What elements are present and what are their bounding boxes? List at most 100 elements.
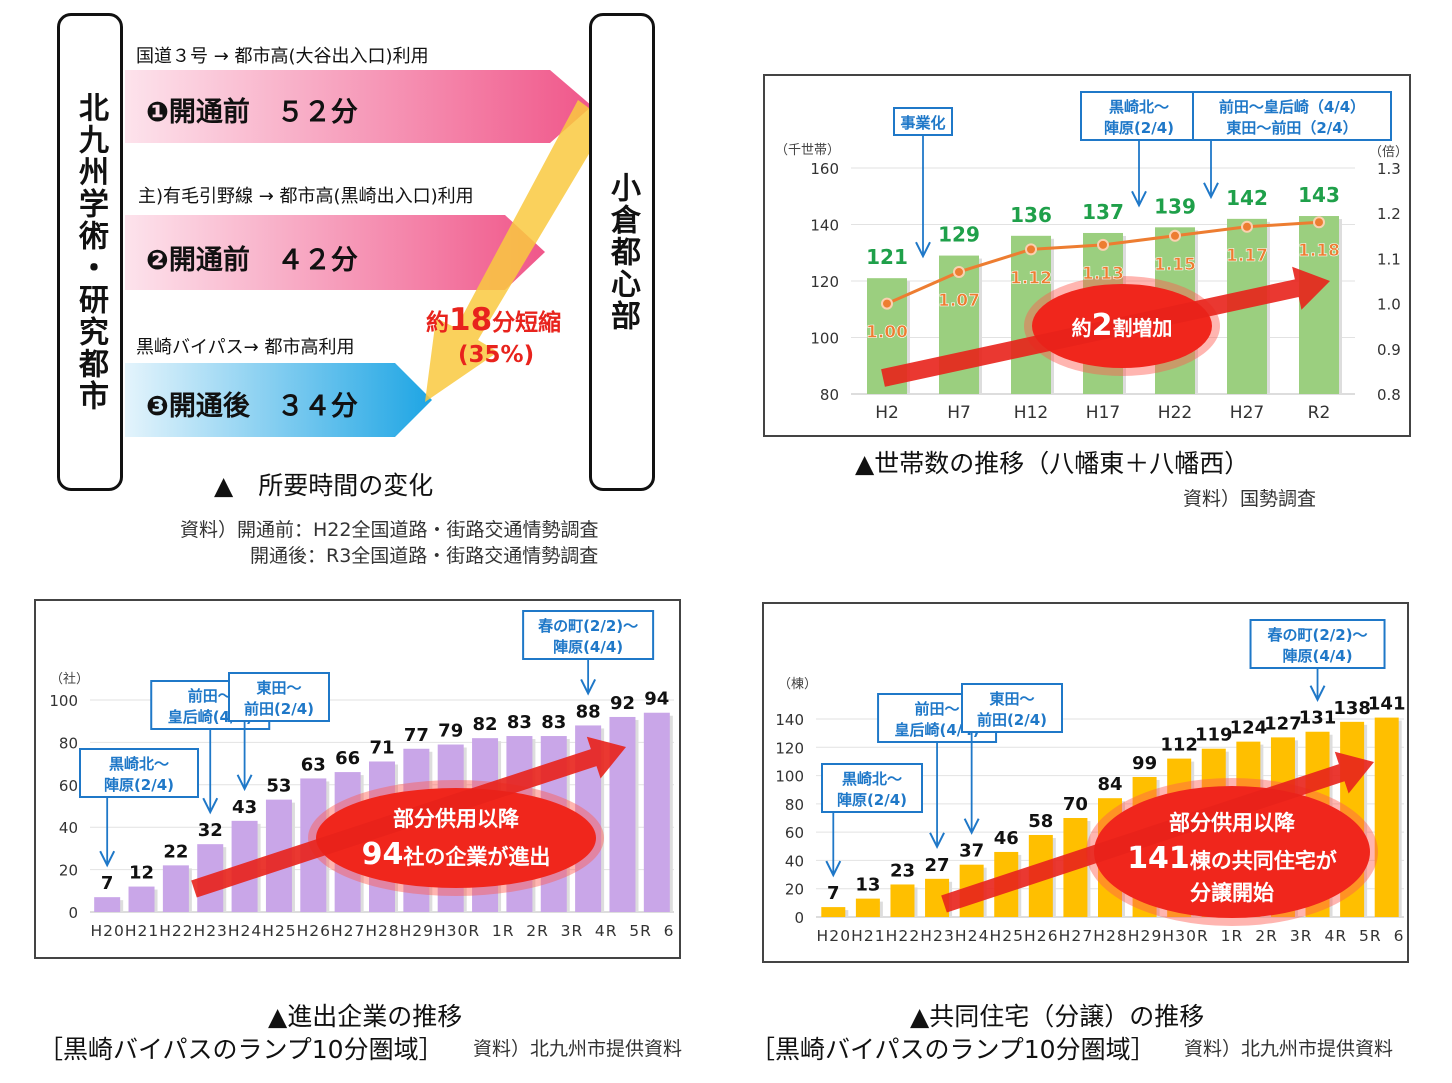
value-label: 32 xyxy=(198,820,223,841)
value-label: 136 xyxy=(1010,203,1052,227)
annotation-text: 春の町(2/2)～ xyxy=(538,617,638,635)
x-tick-label: H29 xyxy=(400,922,433,940)
x-tick-label: H27 xyxy=(331,922,364,940)
highlight-blob xyxy=(316,788,596,888)
annotation-text: 黒崎北～ xyxy=(842,770,902,788)
companies-chart-frame: 0 20 40 60 80 100 （社） H20 7 H21 12 H22 22 H23 32 H24 43 H… xyxy=(34,599,681,959)
route-3-arrow xyxy=(125,363,432,437)
x-tick-label: H17 xyxy=(1086,403,1120,423)
annotation-text: 前田(2/4) xyxy=(244,700,314,718)
highlight-part: 141 xyxy=(1127,841,1190,876)
x-tick-label: R6 xyxy=(640,922,673,940)
bar-H21 xyxy=(128,886,155,912)
y-axis-label: （社） xyxy=(50,671,89,687)
value-label: 88 xyxy=(576,701,601,722)
y-tick-label: 120 xyxy=(775,739,804,757)
route-2-arrow xyxy=(125,215,545,290)
annotation-arrowhead xyxy=(915,241,931,259)
x-tick-label: H28 xyxy=(365,922,398,940)
annotation-text: 陣原(2/4) xyxy=(104,776,174,794)
value-label: 127 xyxy=(1264,713,1302,734)
annotation-text: 前田(2/4) xyxy=(977,711,1047,729)
value-label: 121 xyxy=(866,245,908,269)
annotation-box xyxy=(893,107,953,136)
route-3-description: 黒崎バイパス→ 都市高利用 xyxy=(136,337,355,358)
annotation-arrowhead xyxy=(99,850,116,868)
value-label: 83 xyxy=(541,712,566,733)
x-tick-label: R6 xyxy=(1370,927,1404,945)
value-label: 7 xyxy=(827,883,840,904)
annotation-text: 前田～皇后崎（4/4） xyxy=(1219,98,1365,116)
annotation-text: 春の町(2/2)～ xyxy=(1267,626,1367,644)
value-label: 71 xyxy=(369,737,394,758)
annotation-text: 東田～前田（2/4） xyxy=(1226,119,1357,137)
ratio-point xyxy=(1241,220,1253,233)
annotation-arrowhead xyxy=(929,832,945,850)
x-tick-label: H24 xyxy=(955,927,989,945)
value-label: 94 xyxy=(644,689,669,710)
route-arrows xyxy=(125,70,608,437)
x-tick-label: H20 xyxy=(91,922,124,940)
value-label: 92 xyxy=(610,693,635,714)
households-chart-frame: 80 100 120 140 160 （千世帯） 0.8 0.9 1.0 1.1 1.2 1.3 （倍）… xyxy=(763,74,1411,437)
x-tick-label: H24 xyxy=(228,922,261,940)
y2-tick-label: 1.0 xyxy=(1377,296,1401,314)
companies-source: 資料）北九州市提供資料 xyxy=(473,1038,683,1060)
annotation-text: 陣原(2/4) xyxy=(837,791,907,809)
y-tick-label: 60 xyxy=(785,824,804,842)
y2-axis-label: （倍） xyxy=(1369,145,1408,160)
value-label: 141 xyxy=(1368,694,1406,715)
x-tick-label: H22 xyxy=(159,922,192,940)
highlight-line-1: 部分供用以降 xyxy=(393,807,520,831)
travel-time-source-1: 資料）開通前：H22全国道路・街路交通情勢調査 xyxy=(180,519,599,541)
value-label: 22 xyxy=(163,841,188,862)
highlight-text: 約2割増加 xyxy=(1072,308,1173,343)
destination-label: 小倉都心部 xyxy=(605,172,640,332)
y-tick-label: 0 xyxy=(794,909,804,927)
households-caption: ▲世帯数の推移（八幡東＋八幡西） xyxy=(855,449,1250,478)
highlight-part: 社の企業が進出 xyxy=(402,845,550,869)
value-label: 137 xyxy=(1082,200,1124,224)
ratio-point xyxy=(881,297,893,310)
value-label: 112 xyxy=(1160,735,1198,756)
x-tick-label: R3 xyxy=(1266,927,1300,945)
housing-caption-area: ［黒崎バイパスのランプ10分圏域］ xyxy=(750,1035,1156,1064)
reduction-suffix: 分短縮 xyxy=(492,310,562,336)
trend-arrow xyxy=(191,736,626,898)
households-chart: 80 100 120 140 160 （千世帯） 0.8 0.9 1.0 1.1 1.2 1.3（倍）… xyxy=(775,91,1408,423)
y-tick-label: 0 xyxy=(68,904,78,922)
highlight-blob xyxy=(1094,786,1370,918)
x-tick-label: H2 xyxy=(875,403,899,423)
x-tick-label: H30 xyxy=(434,922,467,940)
value-label: 58 xyxy=(1028,811,1053,832)
x-tick-label: H23 xyxy=(194,922,227,940)
value-label: 43 xyxy=(232,797,257,818)
x-tick-label: H25 xyxy=(262,922,295,940)
annotation-text: 黒崎北～ xyxy=(109,755,169,773)
highlight-line-2: 94社の企業が進出 xyxy=(362,837,551,872)
x-tick-label: H28 xyxy=(1093,927,1127,945)
y-tick-label: 40 xyxy=(785,852,804,870)
housing-chart: 0 20 40 60 80 100 120 140 （棟） H20 7 H21 13 H22 23 H23 27… xyxy=(775,619,1406,945)
x-tick-label: R4 xyxy=(1301,927,1335,945)
annotation-arrowhead xyxy=(825,860,842,878)
value-label: 99 xyxy=(1132,753,1157,774)
bar-H22 xyxy=(890,884,915,917)
value-label: 77 xyxy=(404,725,429,746)
value-label: 119 xyxy=(1195,725,1233,746)
annotation-text: 事業化 xyxy=(900,114,945,132)
value-label: 12 xyxy=(129,863,154,884)
y2-tick-label: 1.1 xyxy=(1377,250,1401,268)
x-tick-label: H26 xyxy=(297,922,330,940)
y-tick-label: 80 xyxy=(785,796,804,814)
bar-H22 xyxy=(162,865,189,912)
households-source: 資料）国勢調査 xyxy=(1183,488,1317,510)
highlight-part: 棟の共同住宅が xyxy=(1190,849,1337,873)
value-label: 131 xyxy=(1299,708,1337,729)
x-tick-label: R1 xyxy=(1197,927,1231,945)
value-label: 13 xyxy=(855,875,880,896)
y-tick-label: 120 xyxy=(810,273,839,291)
ratio-label: 1.15 xyxy=(1154,255,1196,275)
value-label: 82 xyxy=(473,714,498,735)
value-label: 124 xyxy=(1230,718,1268,739)
